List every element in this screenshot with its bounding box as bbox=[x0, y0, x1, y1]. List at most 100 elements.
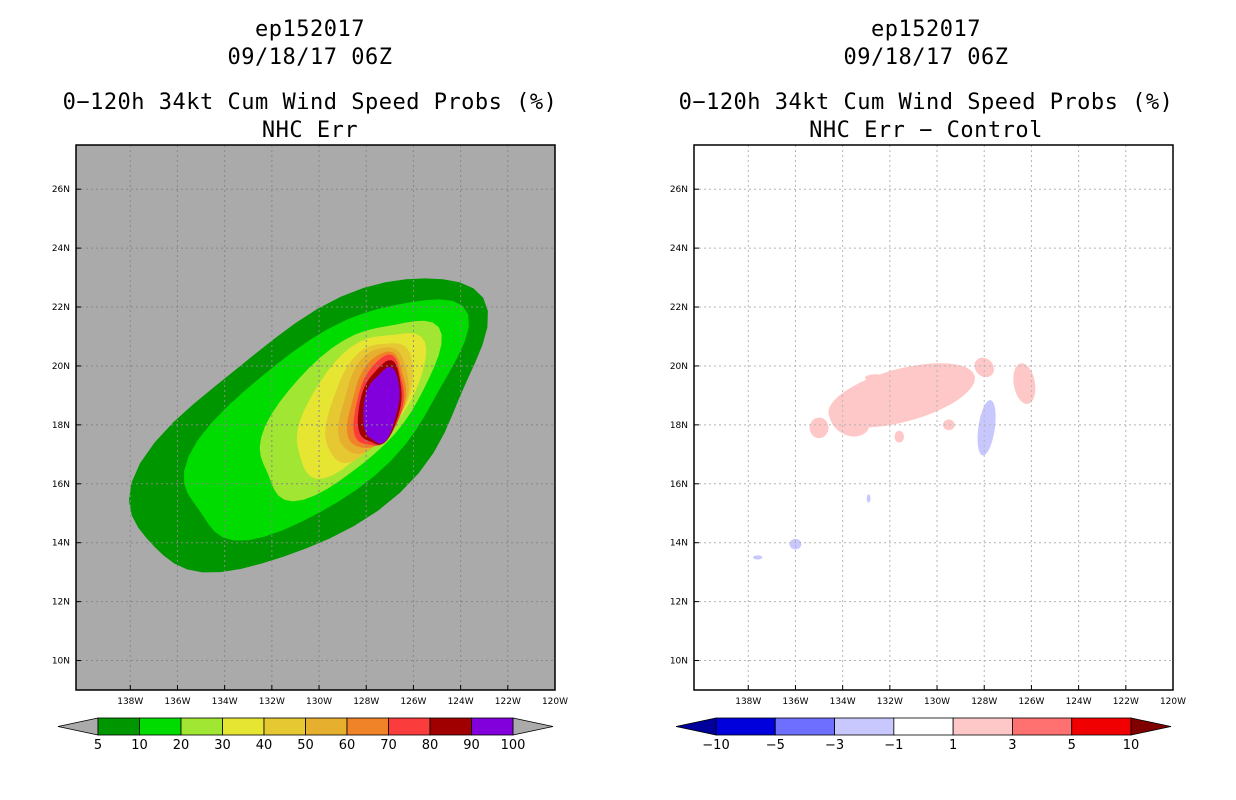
y-tick-label: 22N bbox=[670, 303, 688, 313]
left-title-storm-id: ep152017 bbox=[255, 17, 365, 42]
colorbar-swatch bbox=[346, 717, 389, 736]
colorbar-level-label: −5 bbox=[766, 738, 785, 753]
right-field-layer bbox=[752, 357, 1036, 560]
left-colorbar: 5 10 20 30 40 50 60 70 80 90 100 bbox=[57, 717, 554, 753]
colorbar-level-label: 100 bbox=[501, 738, 526, 753]
y-tick-label: 24N bbox=[52, 244, 70, 254]
y-tick-label: 10N bbox=[670, 657, 688, 667]
colorbar-swatch bbox=[774, 717, 835, 736]
colorbar-swatch bbox=[952, 717, 1013, 736]
x-tick-label: 132W bbox=[877, 697, 903, 707]
x-tick-label: 128W bbox=[971, 697, 997, 707]
right-title-field: NHC Err − Control bbox=[809, 118, 1043, 143]
colorbar-swatch bbox=[1012, 717, 1073, 736]
colorbar-swatch bbox=[1071, 717, 1132, 736]
x-tick-label: 122W bbox=[1113, 697, 1139, 707]
positive-diff-area bbox=[942, 419, 955, 431]
left-map-panel: 138W 136W 134W 132W 130W 128W 126W 124W 122W 120W… bbox=[52, 144, 568, 707]
right-title-datetime: 09/18/17 06Z bbox=[843, 45, 1009, 70]
x-tick-label: 120W bbox=[542, 697, 568, 707]
colorbar-swatch bbox=[471, 717, 514, 736]
colorbar-level-label: 5 bbox=[94, 738, 102, 753]
colorbar-swatch bbox=[222, 717, 265, 736]
y-tick-label: 20N bbox=[670, 362, 688, 372]
y-tick-label: 12N bbox=[670, 598, 688, 608]
x-tick-label: 132W bbox=[259, 697, 285, 707]
y-tick-label: 14N bbox=[670, 539, 688, 549]
right-map-panel: 138W 136W 134W 132W 130W 128W 126W 124W 122W 120W… bbox=[670, 144, 1186, 707]
left-gridlines bbox=[76, 145, 555, 690]
x-tick-label: 126W bbox=[400, 697, 426, 707]
y-tick-label: 24N bbox=[670, 244, 688, 254]
x-tick-label: 138W bbox=[117, 697, 143, 707]
x-tick-label: 130W bbox=[924, 697, 950, 707]
negative-diff-area bbox=[752, 555, 763, 560]
negative-diff-area bbox=[789, 538, 802, 550]
left-map-frame bbox=[75, 144, 556, 691]
right-colorbar-under-arrow bbox=[675, 717, 717, 736]
x-tick-label: 136W bbox=[782, 697, 808, 707]
left-title-product: 0−120h 34kt Cum Wind Speed Probs (%) bbox=[62, 90, 558, 115]
colorbar-level-label: 80 bbox=[422, 738, 439, 753]
right-gridlines bbox=[694, 145, 1173, 690]
positive-diff-area bbox=[974, 357, 995, 378]
x-tick-label: 126W bbox=[1018, 697, 1044, 707]
left-colorbar-under-arrow bbox=[57, 717, 99, 736]
colorbar-swatch bbox=[893, 717, 954, 736]
colorbar-level-label: 40 bbox=[256, 738, 273, 753]
right-colorbar: −10 −5 −3 −1 1 3 5 10 bbox=[675, 717, 1172, 753]
x-tick-label: 128W bbox=[353, 697, 379, 707]
x-tick-label: 124W bbox=[1066, 697, 1092, 707]
positive-diff-area bbox=[809, 417, 829, 439]
left-colorbar-over-arrow bbox=[512, 717, 554, 736]
colorbar-swatch bbox=[834, 717, 895, 736]
y-tick-label: 10N bbox=[52, 657, 70, 667]
colorbar-swatch bbox=[97, 717, 140, 736]
colorbar-level-label: −3 bbox=[825, 738, 844, 753]
colorbar-swatch bbox=[388, 717, 431, 736]
y-tick-label: 12N bbox=[52, 598, 70, 608]
negative-diff-area bbox=[977, 400, 996, 456]
positive-diff-area bbox=[925, 364, 968, 391]
colorbar-level-label: 50 bbox=[297, 738, 314, 753]
y-tick-label: 16N bbox=[52, 480, 70, 490]
colorbar-swatch bbox=[180, 717, 223, 736]
positive-diff-area bbox=[829, 401, 870, 437]
y-tick-label: 18N bbox=[52, 421, 70, 431]
y-tick-label: 14N bbox=[52, 539, 70, 549]
x-tick-label: 124W bbox=[448, 697, 474, 707]
x-tick-label: 130W bbox=[306, 697, 332, 707]
negative-diff-area bbox=[866, 494, 871, 503]
colorbar-swatch bbox=[715, 717, 776, 736]
colorbar-level-label: 70 bbox=[380, 738, 397, 753]
positive-diff-area bbox=[865, 374, 887, 382]
x-tick-label: 134W bbox=[830, 697, 856, 707]
colorbar-level-label: 3 bbox=[1008, 738, 1016, 753]
left-title-field: NHC Err bbox=[261, 118, 359, 143]
colorbar-level-label: 60 bbox=[339, 738, 356, 753]
y-tick-label: 22N bbox=[52, 303, 70, 313]
colorbar-level-label: 90 bbox=[463, 738, 480, 753]
positive-diff-area bbox=[894, 430, 905, 443]
colorbar-swatch bbox=[305, 717, 348, 736]
colorbar-level-label: −10 bbox=[702, 738, 729, 753]
y-tick-label: 26N bbox=[52, 185, 70, 195]
right-map-background bbox=[694, 145, 1173, 690]
right-title-storm-id: ep152017 bbox=[871, 17, 981, 42]
right-title-product: 0−120h 34kt Cum Wind Speed Probs (%) bbox=[678, 90, 1174, 115]
y-tick-label: 18N bbox=[670, 421, 688, 431]
left-title-datetime: 09/18/17 06Z bbox=[227, 45, 393, 70]
x-tick-label: 136W bbox=[164, 697, 190, 707]
colorbar-swatch bbox=[139, 717, 182, 736]
y-tick-label: 16N bbox=[670, 480, 688, 490]
x-tick-label: 122W bbox=[495, 697, 521, 707]
positive-diff-area bbox=[1013, 363, 1036, 405]
colorbar-swatch bbox=[263, 717, 306, 736]
colorbar-level-label: 10 bbox=[1123, 738, 1140, 753]
colorbar-level-label: 5 bbox=[1068, 738, 1076, 753]
x-tick-label: 138W bbox=[735, 697, 761, 707]
colorbar-level-label: 30 bbox=[214, 738, 231, 753]
colorbar-swatch bbox=[429, 717, 472, 736]
colorbar-level-label: 10 bbox=[131, 738, 148, 753]
colorbar-level-label: 1 bbox=[949, 738, 957, 753]
